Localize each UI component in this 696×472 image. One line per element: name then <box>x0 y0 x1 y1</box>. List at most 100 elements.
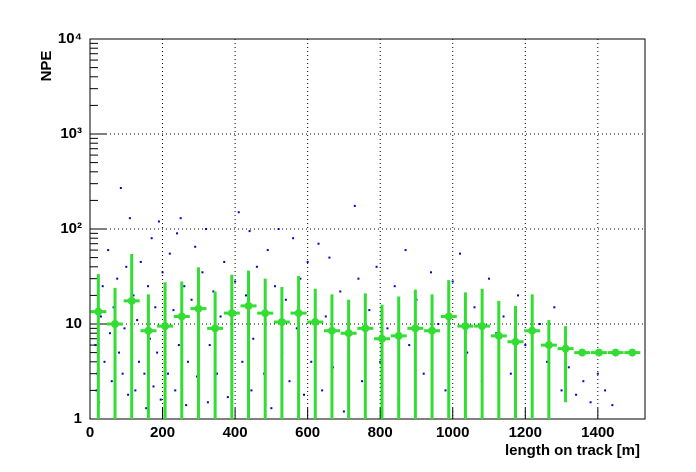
profile-point <box>94 307 103 316</box>
data-point <box>582 380 585 383</box>
data-point <box>208 344 211 347</box>
data-point <box>121 372 124 375</box>
x-tick-label: 1000 <box>436 424 469 441</box>
data-point <box>361 380 364 383</box>
data-point <box>604 389 607 392</box>
data-point <box>183 285 186 288</box>
profile-point <box>511 337 520 346</box>
data-point <box>502 315 505 318</box>
data-point <box>342 410 345 413</box>
data-point <box>206 401 209 404</box>
data-point <box>179 217 182 220</box>
data-point <box>241 360 244 363</box>
data-point <box>266 249 269 252</box>
data-point <box>575 393 578 396</box>
profile-point <box>327 326 336 335</box>
data-point <box>237 211 240 214</box>
data-point <box>152 385 155 388</box>
x-tick-label: 1200 <box>509 424 542 441</box>
data-point <box>157 220 160 223</box>
data-point <box>324 315 327 318</box>
data-point <box>596 372 599 375</box>
profile-point <box>494 331 503 340</box>
data-point <box>123 327 126 330</box>
data-point <box>136 319 139 322</box>
profile-point <box>611 348 620 357</box>
data-point <box>116 277 119 280</box>
data-point <box>292 237 295 240</box>
data-point <box>174 389 177 392</box>
x-tick-label: 400 <box>223 424 248 441</box>
y-axis-title: NPE <box>38 51 55 82</box>
data-point <box>108 332 111 335</box>
data-point <box>429 271 432 274</box>
data-point <box>99 315 102 318</box>
data-point <box>139 260 142 263</box>
data-point <box>168 252 171 255</box>
data-point <box>422 372 425 375</box>
data-point <box>353 204 356 207</box>
data-point <box>473 306 476 309</box>
data-point <box>270 407 273 410</box>
data-point <box>145 407 148 410</box>
profile-point <box>277 317 286 326</box>
data-point <box>277 228 280 230</box>
data-point <box>589 401 592 404</box>
data-point <box>310 360 313 363</box>
data-point <box>212 290 215 293</box>
data-point <box>205 228 208 230</box>
data-point <box>190 298 193 301</box>
profile-point <box>261 309 270 318</box>
profile-point <box>244 301 253 310</box>
data-point <box>110 380 113 383</box>
data-point <box>303 393 306 396</box>
data-point <box>161 271 164 274</box>
data-point <box>95 389 98 392</box>
data-point <box>226 396 229 399</box>
data-point <box>299 277 302 280</box>
data-point <box>234 280 237 283</box>
y-tick-label: 1 <box>74 410 82 427</box>
x-tick-label: 600 <box>295 424 320 441</box>
data-point <box>194 245 197 248</box>
data-point <box>134 389 137 392</box>
profile-point <box>544 341 553 350</box>
profile-point <box>161 322 170 331</box>
data-point <box>154 306 157 309</box>
data-point <box>94 344 97 347</box>
data-point <box>201 271 204 274</box>
data-point <box>517 294 520 297</box>
data-point <box>611 404 614 407</box>
data-point <box>137 360 140 363</box>
data-point <box>393 285 396 288</box>
data-point <box>185 404 188 407</box>
profile-point <box>428 326 437 335</box>
profile-point <box>344 329 353 338</box>
data-point <box>288 380 291 383</box>
data-point <box>509 372 512 375</box>
data-point <box>546 360 549 363</box>
profile-point <box>594 348 603 357</box>
data-point <box>357 277 360 280</box>
data-point <box>295 327 298 330</box>
data-point <box>143 372 146 375</box>
data-point <box>176 232 179 235</box>
data-point <box>451 280 454 283</box>
data-point <box>466 351 469 354</box>
y-tick-label: 10³ <box>60 125 82 142</box>
profile-point <box>528 326 537 335</box>
profile-point <box>444 312 453 321</box>
data-point <box>368 309 371 312</box>
data-point <box>119 187 122 190</box>
data-point <box>339 290 342 293</box>
data-point <box>107 249 110 252</box>
data-point <box>250 389 253 392</box>
profile-point <box>311 317 320 326</box>
data-point <box>317 242 320 245</box>
data-point <box>553 306 556 309</box>
data-point <box>255 265 258 268</box>
data-point <box>177 344 180 347</box>
data-point <box>386 327 389 330</box>
data-point <box>567 366 570 369</box>
profile-point <box>394 331 403 340</box>
